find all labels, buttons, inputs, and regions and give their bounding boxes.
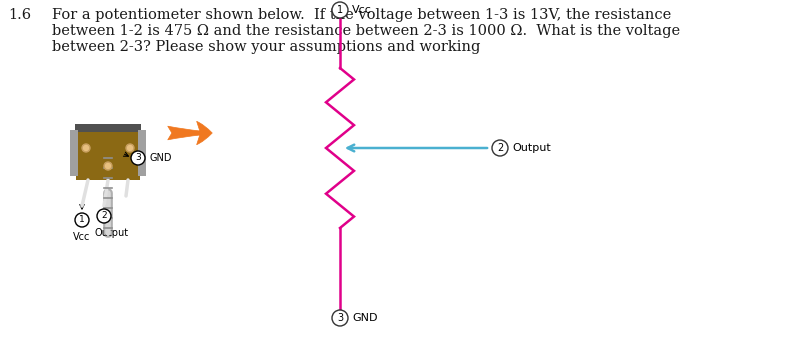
- Text: 1: 1: [337, 5, 343, 15]
- Text: between 2-3? Please show your assumptions and working: between 2-3? Please show your assumption…: [52, 40, 481, 54]
- Text: GND: GND: [352, 313, 377, 323]
- Text: 3: 3: [135, 153, 141, 163]
- Text: Output: Output: [512, 143, 551, 153]
- Bar: [75, 124, 141, 132]
- Bar: [76, 130, 140, 180]
- Circle shape: [127, 145, 132, 150]
- Text: GND: GND: [150, 153, 172, 163]
- Circle shape: [75, 213, 89, 227]
- Text: For a potentiometer shown below.  If the voltage between 1-3 is 13V, the resista: For a potentiometer shown below. If the …: [52, 8, 671, 22]
- Circle shape: [332, 2, 348, 18]
- Circle shape: [126, 144, 134, 152]
- Circle shape: [83, 145, 88, 150]
- Text: Output: Output: [95, 228, 129, 238]
- Circle shape: [106, 164, 111, 168]
- Text: Vcc: Vcc: [74, 232, 91, 242]
- Text: 2: 2: [101, 212, 107, 221]
- Text: 2: 2: [497, 143, 503, 153]
- Circle shape: [97, 209, 111, 223]
- Bar: [70, 130, 78, 176]
- Circle shape: [131, 151, 145, 165]
- Circle shape: [492, 140, 508, 156]
- Text: Vcc: Vcc: [352, 5, 372, 15]
- Circle shape: [332, 310, 348, 326]
- Circle shape: [82, 144, 90, 152]
- Text: 1.6: 1.6: [8, 8, 31, 22]
- Circle shape: [104, 162, 112, 170]
- Text: 3: 3: [337, 313, 343, 323]
- Text: between 1-2 is 475 Ω and the resistance between 2-3 is 1000 Ω.  What is the volt: between 1-2 is 475 Ω and the resistance …: [52, 24, 680, 38]
- Text: 1: 1: [79, 215, 85, 224]
- Bar: [138, 130, 146, 176]
